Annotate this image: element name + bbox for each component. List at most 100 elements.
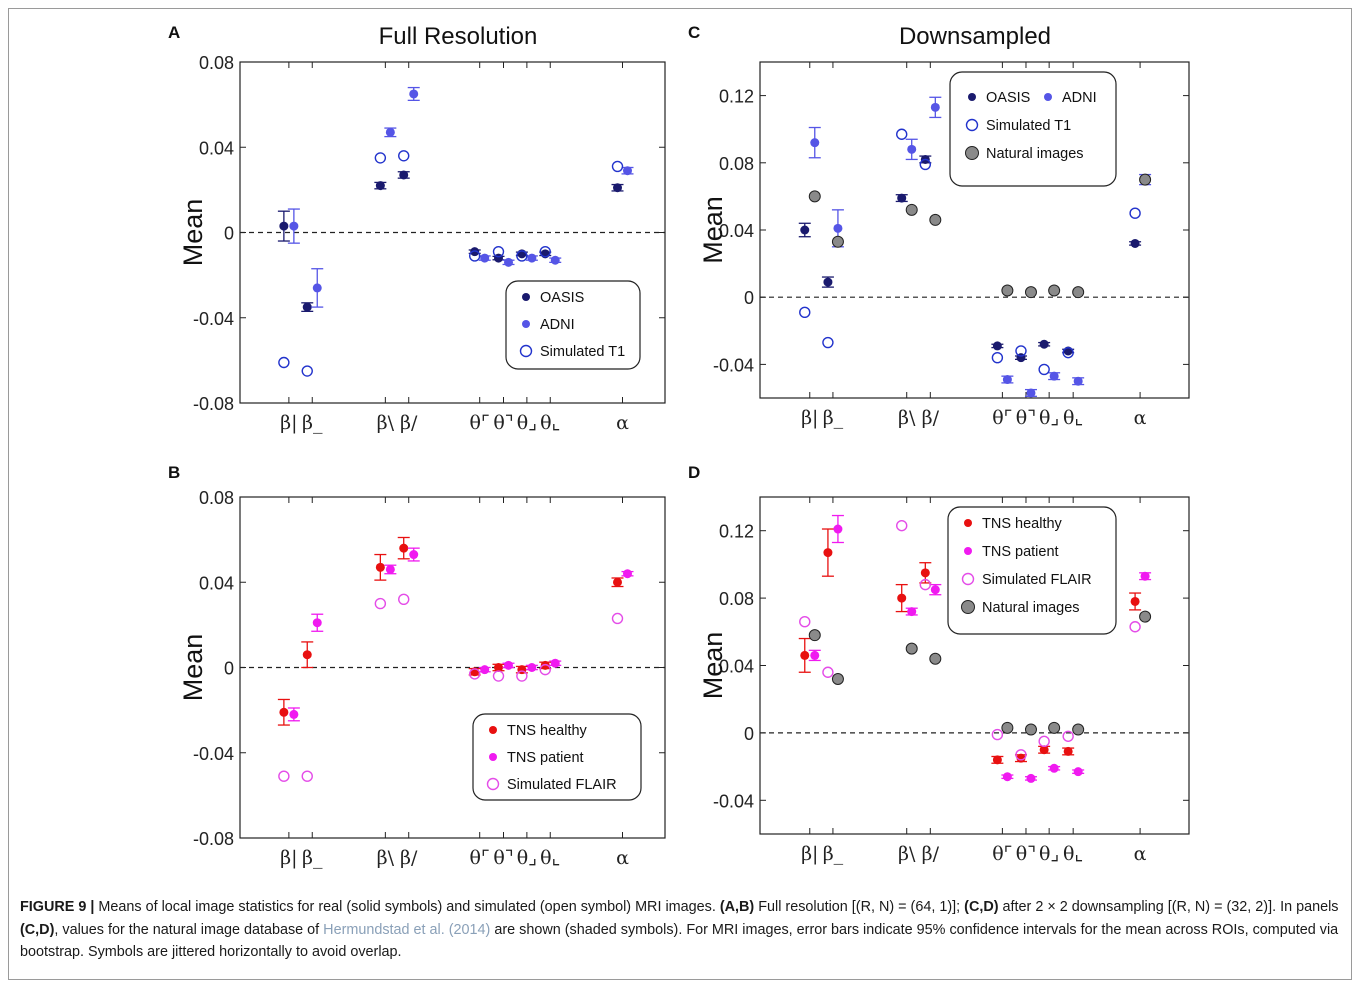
- data-point: [1072, 286, 1085, 299]
- data-point: [278, 770, 290, 782]
- y-axis-label: Mean: [698, 632, 728, 700]
- legend-marker: [519, 344, 533, 358]
- data-point: [1026, 388, 1036, 398]
- data-point: [800, 225, 810, 235]
- legend-label: Natural images: [986, 146, 1084, 162]
- data-point: [385, 564, 395, 574]
- data-point: [550, 658, 560, 668]
- x-tick-label: β|: [280, 412, 297, 434]
- y-tick-label: -0.08: [193, 829, 234, 849]
- x-tick-label: β|: [801, 843, 818, 865]
- x-tick-label: β/: [922, 843, 940, 865]
- legend-label: Simulated FLAIR: [982, 572, 1092, 588]
- x-tick-label: α: [1134, 843, 1147, 865]
- data-point: [929, 213, 942, 226]
- caption-bold-1: (A,B): [719, 899, 755, 915]
- data-point: [1038, 363, 1050, 376]
- panel-A: A Full Resolution 0.08 0.04 0 -0.04 -0.08 Mean β…: [168, 23, 666, 434]
- x-tick-label: β_: [823, 407, 844, 429]
- x-tick-label: α: [616, 412, 629, 434]
- data-point: [1048, 284, 1061, 297]
- data-point: [469, 668, 481, 680]
- legend: TNS healthy TNS patient Simulated FLAIR Nat…: [947, 506, 1117, 635]
- x-tick-label: β/: [400, 412, 418, 434]
- data-point: [1063, 746, 1073, 756]
- data-point: [409, 550, 419, 560]
- y-tick-label: -0.08: [193, 394, 234, 414]
- data-point: [799, 306, 811, 319]
- y-tick-label: 0: [224, 224, 234, 244]
- data-point: [527, 663, 537, 672]
- panel-title: Full Resolution: [379, 23, 538, 50]
- data-point: [1026, 773, 1036, 783]
- series-tns-healthy: [277, 536, 624, 726]
- data-point: [289, 709, 299, 719]
- data-point: [1139, 173, 1152, 186]
- data-point: [907, 144, 917, 154]
- data-point: [492, 670, 505, 682]
- x-tick-label: θ⌞: [1063, 843, 1083, 865]
- data-point: [1024, 286, 1037, 299]
- legend-label: TNS healthy: [507, 723, 588, 739]
- data-point: [1002, 375, 1012, 385]
- x-tick-label: θ⌞: [540, 847, 560, 869]
- data-point: [492, 245, 505, 258]
- legend-label: Simulated T1: [986, 118, 1071, 134]
- data-point: [516, 670, 528, 682]
- x-tick-label: θ⌟: [517, 847, 537, 869]
- x-tick-label: β|: [801, 407, 818, 429]
- caption-citation-link[interactable]: Hermundstad et al. (2014): [323, 921, 491, 938]
- data-point: [930, 585, 940, 595]
- data-point: [919, 158, 932, 171]
- data-point: [831, 672, 844, 685]
- data-point: [897, 193, 907, 203]
- y-tick-label: 0.04: [199, 573, 234, 593]
- legend-marker: [489, 726, 497, 734]
- data-point: [399, 170, 409, 180]
- x-tick-label: θ⌜: [992, 407, 1012, 429]
- x-tick-label: β_: [302, 847, 323, 869]
- data-point: [1139, 610, 1152, 623]
- panel-C: C Downsampled 0.12 0.08 0.04 0 -0.04 Mean β| β_ β\…: [688, 23, 1190, 429]
- data-point: [480, 253, 490, 263]
- y-tick-label: -0.04: [193, 744, 234, 764]
- x-tick-label: θ⌞: [540, 412, 560, 434]
- x-tick-label: β_: [823, 843, 844, 865]
- data-point: [810, 650, 820, 660]
- data-point: [279, 221, 289, 231]
- data-point: [799, 615, 811, 628]
- data-point: [470, 247, 480, 257]
- x-tick-label: θ⌟: [1039, 843, 1059, 865]
- data-point: [1049, 763, 1059, 773]
- data-point: [279, 707, 289, 717]
- data-point: [831, 235, 844, 248]
- data-point: [613, 577, 622, 587]
- panel-title: Downsampled: [899, 23, 1051, 50]
- series-simulated-t1: [278, 150, 624, 377]
- data-point: [613, 183, 622, 193]
- figure-frame: [8, 8, 1352, 980]
- x-tick-label: β_: [302, 412, 323, 434]
- data-point: [1130, 238, 1140, 248]
- legend-marker: [961, 572, 975, 586]
- panel-letter: C: [688, 23, 700, 42]
- data-point: [516, 250, 528, 262]
- x-tick-label: β\: [377, 412, 395, 434]
- data-point: [992, 341, 1002, 351]
- data-point: [623, 166, 632, 176]
- data-point: [897, 593, 907, 603]
- series-adni: [287, 86, 634, 308]
- x-tick-label: θ⌜: [470, 412, 490, 434]
- x-tick-label: θ⌟: [1039, 407, 1059, 429]
- legend-marker: [522, 320, 530, 328]
- data-point: [550, 255, 560, 265]
- data-point: [398, 593, 410, 605]
- y-tick-label: 0.12: [719, 87, 754, 107]
- legend-box: [947, 506, 1117, 635]
- caption-bold-3: (C,D): [20, 921, 55, 938]
- data-point: [822, 666, 834, 678]
- x-tick-label: θ⌟: [517, 412, 537, 434]
- x-tick-label: β\: [898, 407, 916, 429]
- data-point: [1072, 723, 1085, 736]
- y-tick-label: 0: [224, 659, 234, 679]
